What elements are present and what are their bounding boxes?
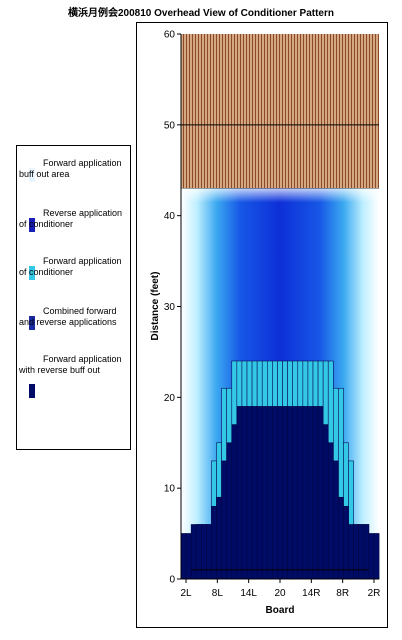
combined-bar bbox=[226, 442, 233, 580]
combined-bar bbox=[348, 524, 354, 580]
combined-bar bbox=[256, 406, 263, 580]
combined-bar bbox=[190, 524, 197, 580]
combined-bar bbox=[363, 524, 370, 580]
combined-bar bbox=[195, 524, 202, 580]
x-tick-label: 8R bbox=[336, 588, 349, 599]
pin-deck-area bbox=[181, 34, 379, 189]
x-tick-label: 14L bbox=[240, 588, 257, 599]
combined-bar bbox=[373, 533, 380, 580]
combined-bar bbox=[312, 406, 319, 580]
x-axis-label: Board bbox=[266, 605, 295, 616]
legend-label: Forward application of conditioner bbox=[19, 256, 122, 277]
chart-title: 横浜月例会200810 Overhead View of Conditioner… bbox=[68, 8, 334, 19]
combined-bar bbox=[216, 496, 222, 580]
combined-bar bbox=[236, 406, 243, 580]
combined-bar bbox=[287, 406, 293, 580]
x-tick-label: 2R bbox=[368, 588, 381, 599]
x-tick-label: 20 bbox=[274, 588, 286, 599]
x-tick-label: 8L bbox=[212, 588, 224, 599]
y-tick-label: 40 bbox=[164, 211, 176, 222]
combined-bar bbox=[353, 524, 359, 580]
combined-bar bbox=[302, 406, 309, 580]
y-axis-label: Distance (feet) bbox=[150, 272, 161, 341]
y-tick-label: 20 bbox=[164, 393, 176, 404]
legend-swatch bbox=[29, 266, 35, 280]
plot-frame bbox=[136, 22, 388, 628]
legend-label: Forward application with reverse buff ou… bbox=[19, 354, 122, 375]
combined-bar bbox=[246, 406, 253, 580]
buff-out-fade bbox=[181, 188, 379, 203]
combined-bar bbox=[343, 506, 349, 580]
legend-swatch bbox=[29, 218, 35, 232]
combined-bar bbox=[272, 406, 278, 580]
combined-bar bbox=[185, 533, 192, 580]
combined-bar bbox=[338, 496, 344, 580]
combined-bar bbox=[333, 460, 339, 580]
legend-swatch bbox=[29, 316, 35, 330]
combined-bar bbox=[267, 406, 273, 580]
legend-swatch bbox=[29, 168, 35, 182]
combined-bar bbox=[282, 406, 288, 580]
x-tick-label: 14R bbox=[302, 588, 320, 599]
legend-swatch bbox=[29, 384, 35, 398]
y-tick-label: 30 bbox=[164, 302, 176, 313]
combined-bar bbox=[277, 406, 283, 580]
combined-bar bbox=[317, 406, 324, 580]
legend-label: Forward application buff out area bbox=[19, 158, 122, 179]
combined-bar bbox=[307, 406, 314, 580]
combined-bar bbox=[297, 406, 304, 580]
combined-bar bbox=[206, 524, 212, 580]
y-tick-label: 0 bbox=[169, 575, 175, 586]
combined-bar bbox=[251, 406, 258, 580]
combined-bar bbox=[292, 406, 299, 580]
combined-bar bbox=[358, 524, 365, 580]
combined-bar bbox=[221, 460, 227, 580]
combined-bar bbox=[261, 406, 268, 580]
combined-bar bbox=[211, 506, 217, 580]
y-tick-label: 50 bbox=[164, 120, 176, 131]
combined-bar bbox=[180, 533, 187, 580]
legend: Forward application buff out area Reverse… bbox=[16, 145, 131, 450]
combined-bar bbox=[322, 424, 329, 580]
x-tick-label: 2L bbox=[180, 588, 192, 599]
y-tick-label: 10 bbox=[164, 484, 176, 495]
legend-label: Reverse application of conditioner bbox=[19, 208, 123, 229]
legend-label: Combined forward and reverse application… bbox=[19, 306, 117, 327]
combined-bar bbox=[201, 524, 207, 580]
combined-bar bbox=[327, 442, 334, 580]
combined-bar bbox=[368, 533, 375, 580]
combined-bar bbox=[231, 424, 238, 580]
combined-bar bbox=[241, 406, 248, 580]
y-tick-label: 60 bbox=[164, 30, 176, 41]
